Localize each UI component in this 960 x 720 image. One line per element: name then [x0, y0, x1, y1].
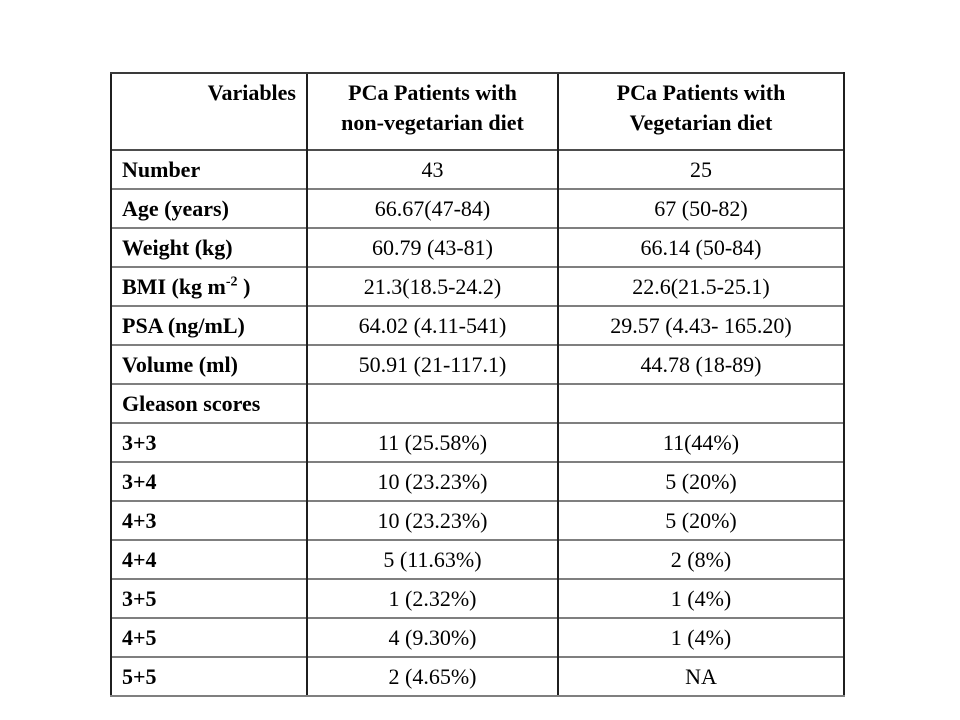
nonveg-value-cell: 1 (2.32%) [306, 578, 558, 618]
column-header: Variables [110, 72, 307, 150]
veg-value-cell: 5 (20%) [557, 461, 845, 501]
row-label-cell: Weight (kg) [110, 227, 307, 267]
row-label-cell: Gleason scores [110, 383, 307, 423]
table-row: 3+3 11 (25.58%) 11(44%) [110, 422, 845, 462]
table-row: Weight (kg) 60.79 (43-81) 66.14 (50-84) [110, 227, 845, 267]
veg-value-cell: NA [557, 656, 845, 697]
row-label-cell: 4+4 [110, 539, 307, 579]
row-label-cell: BMI (kg m-2 ) [110, 266, 307, 306]
nonveg-value-cell: 43 [306, 149, 558, 189]
column-header-line: non-vegetarian diet [341, 110, 524, 135]
row-label-cell: PSA (ng/mL) [110, 305, 307, 345]
table-row: Volume (ml) 50.91 (21-117.1) 44.78 (18-89) [110, 344, 845, 384]
table-row: 4+4 5 (11.63%) 2 (8%) [110, 539, 845, 579]
row-label-cell: 5+5 [110, 656, 307, 697]
row-label-cell: 4+5 [110, 617, 307, 657]
nonveg-value-cell: 64.02 (4.11-541) [306, 305, 558, 345]
row-label-cell: 4+3 [110, 500, 307, 540]
table-row: 4+3 10 (23.23%) 5 (20%) [110, 500, 845, 540]
veg-value-cell: 2 (8%) [557, 539, 845, 579]
table-header-row: Variables PCa Patients with non-vegetarian… [110, 72, 845, 150]
veg-value-cell: 22.6(21.5-25.1) [557, 266, 845, 306]
column-header-line: Vegetarian diet [629, 110, 773, 135]
nonveg-value-cell: 11 (25.58%) [306, 422, 558, 462]
veg-value-cell: 1 (4%) [557, 617, 845, 657]
veg-value-cell: 5 (20%) [557, 500, 845, 540]
row-label-cell: Volume (ml) [110, 344, 307, 384]
veg-value-cell: 66.14 (50-84) [557, 227, 845, 267]
table-row: Age (years) 66.67(47-84) 67 (50-82) [110, 188, 845, 228]
row-label-cell: Age (years) [110, 188, 307, 228]
nonveg-value-cell: 21.3(18.5-24.2) [306, 266, 558, 306]
nonveg-value-cell: 66.67(47-84) [306, 188, 558, 228]
nonveg-value-cell: 4 (9.30%) [306, 617, 558, 657]
superscript: -2 [225, 274, 238, 290]
column-header-line: Variables [207, 80, 296, 105]
nonveg-value-cell: 10 (23.23%) [306, 461, 558, 501]
row-label-cell: 3+3 [110, 422, 307, 462]
row-label-cell: 3+5 [110, 578, 307, 618]
nonveg-value-cell: 60.79 (43-81) [306, 227, 558, 267]
nonveg-value-cell: 5 (11.63%) [306, 539, 558, 579]
table-row: Gleason scores [110, 383, 845, 423]
nonveg-value-cell: 10 (23.23%) [306, 500, 558, 540]
pca-diet-comparison-table: Variables PCa Patients with non-vegetarian… [110, 72, 845, 697]
veg-value-cell: 11(44%) [557, 422, 845, 462]
table-row: 3+4 10 (23.23%) 5 (20%) [110, 461, 845, 501]
table-row: 4+5 4 (9.30%) 1 (4%) [110, 617, 845, 657]
veg-value-cell: 29.57 (4.43- 165.20) [557, 305, 845, 345]
table-row: Number 43 25 [110, 149, 845, 189]
column-header-line: PCa Patients with [616, 80, 786, 105]
table-body: Variables PCa Patients with non-vegetarian… [110, 72, 845, 697]
table-row: 5+5 2 (4.65%) NA [110, 656, 845, 697]
table-row: 3+5 1 (2.32%) 1 (4%) [110, 578, 845, 618]
veg-value-cell: 67 (50-82) [557, 188, 845, 228]
veg-value-cell: 44.78 (18-89) [557, 344, 845, 384]
veg-value-cell: 25 [557, 149, 845, 189]
column-header: PCa Patients with Vegetarian diet [557, 72, 845, 150]
veg-value-cell: 1 (4%) [557, 578, 845, 618]
column-header: PCa Patients with non-vegetarian diet [306, 72, 558, 150]
row-label-cell: Number [110, 149, 307, 189]
veg-value-cell [557, 383, 845, 423]
row-label-cell: 3+4 [110, 461, 307, 501]
nonveg-value-cell [306, 383, 558, 423]
table-row: PSA (ng/mL) 64.02 (4.11-541) 29.57 (4.43- … [110, 305, 845, 345]
nonveg-value-cell: 2 (4.65%) [306, 656, 558, 697]
nonveg-value-cell: 50.91 (21-117.1) [306, 344, 558, 384]
column-header-line: PCa Patients with [348, 80, 517, 105]
table-row: BMI (kg m-2 ) 21.3(18.5-24.2) 22.6(21.5-25… [110, 266, 845, 306]
